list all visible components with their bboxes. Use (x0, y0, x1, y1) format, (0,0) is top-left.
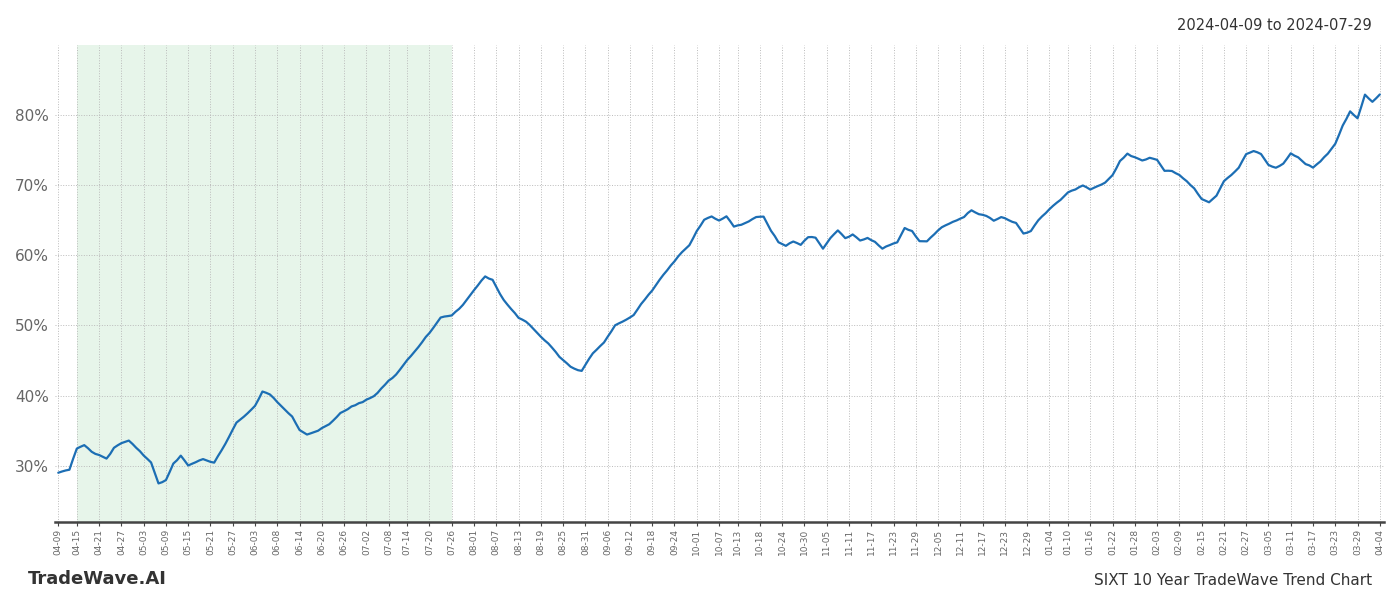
Bar (77, 45, 452, 522)
Text: 2024-04-09 to 2024-07-29: 2024-04-09 to 2024-07-29 (1177, 18, 1372, 33)
Text: TradeWave.AI: TradeWave.AI (28, 570, 167, 588)
Text: SIXT 10 Year TradeWave Trend Chart: SIXT 10 Year TradeWave Trend Chart (1093, 573, 1372, 588)
